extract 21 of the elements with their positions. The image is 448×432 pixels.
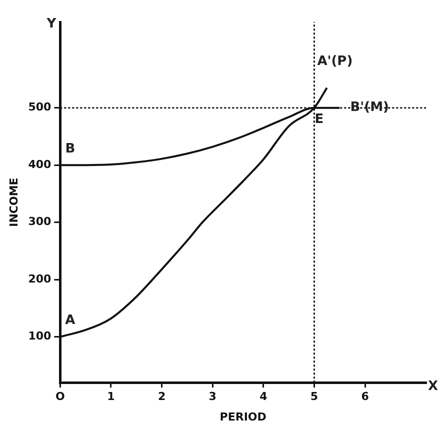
x-tick-label: 5: [310, 390, 318, 404]
y-tick-label: 100: [28, 330, 52, 343]
annotation: B'(M): [350, 100, 389, 116]
y-tick-label: 400: [28, 158, 52, 171]
y-tick-label: 500: [28, 100, 52, 114]
x-tick-label: 2: [158, 390, 166, 404]
annotation: A'(P): [317, 54, 353, 70]
annotation: E: [314, 112, 324, 128]
x-tick-label: 6: [361, 390, 370, 404]
x-axis-title: PERIOD: [220, 410, 266, 424]
annotation: A: [65, 313, 76, 328]
x-tick-label: 1: [107, 390, 115, 404]
text: X: [428, 378, 438, 394]
y-tick-label: 300: [28, 215, 52, 228]
x-tick-label: 4: [260, 390, 268, 404]
annotation: B: [65, 141, 76, 156]
x-tick-label: 3: [208, 390, 216, 404]
y-axis-title: INCOME: [7, 178, 20, 227]
x-tick-label: O: [55, 390, 65, 404]
text: Y: [46, 16, 57, 32]
y-tick-label: 200: [28, 272, 52, 286]
